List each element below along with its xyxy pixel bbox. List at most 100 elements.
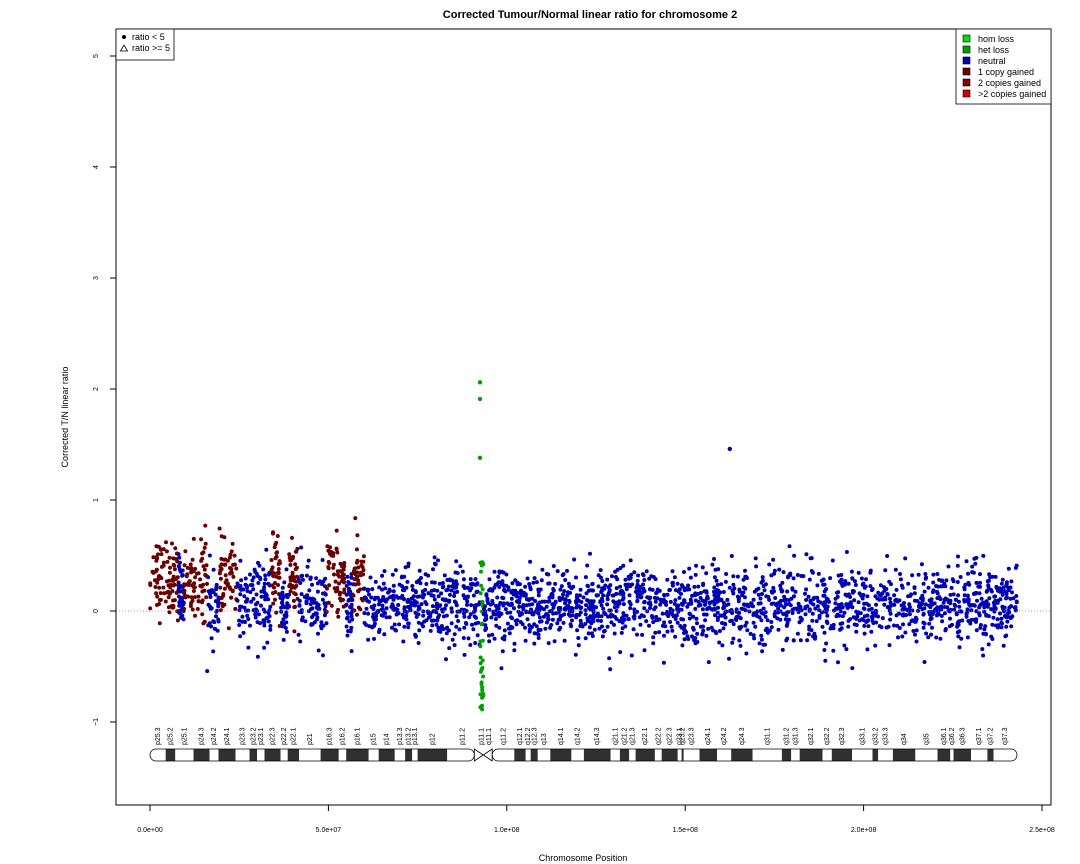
data-point <box>499 569 504 574</box>
data-point <box>349 614 354 619</box>
data-point <box>982 604 987 609</box>
data-point <box>310 596 315 601</box>
y-axis-label: Corrected T/N linear ratio <box>60 367 70 468</box>
data-point <box>268 627 273 632</box>
data-point <box>680 601 685 606</box>
data-point <box>534 580 539 585</box>
data-point <box>288 575 293 580</box>
data-point <box>711 628 715 633</box>
data-point <box>728 619 733 624</box>
data-point <box>880 616 885 621</box>
data-point <box>807 577 812 582</box>
data-point <box>356 565 361 570</box>
y-tick-label: 1 <box>93 498 100 502</box>
data-point <box>874 602 879 607</box>
data-point <box>672 575 677 580</box>
data-point <box>410 584 415 588</box>
data-point <box>591 588 595 593</box>
data-point <box>483 604 487 609</box>
data-point <box>362 611 367 616</box>
data-point <box>842 610 847 615</box>
data-point <box>321 579 326 584</box>
data-point <box>538 619 542 624</box>
band-label: q37.1 <box>976 727 983 745</box>
data-point <box>864 577 868 582</box>
data-point <box>973 591 978 596</box>
data-point <box>921 612 926 617</box>
band-label: p15 <box>371 733 378 745</box>
data-point <box>583 608 588 613</box>
data-point <box>965 635 970 640</box>
data-point <box>815 604 820 609</box>
data-point <box>222 562 227 567</box>
data-point <box>990 622 995 627</box>
data-point <box>673 634 678 639</box>
data-point <box>606 585 611 590</box>
data-point <box>974 628 979 633</box>
band-q31-1 <box>752 749 782 761</box>
data-point <box>292 605 297 610</box>
data-point <box>399 595 403 600</box>
data-point <box>205 669 210 674</box>
data-point <box>200 612 205 617</box>
data-point <box>896 611 901 616</box>
data-point <box>352 608 357 613</box>
data-point <box>737 638 742 643</box>
data-point <box>532 576 537 581</box>
data-point <box>219 562 224 567</box>
data-point <box>635 594 640 599</box>
data-point <box>327 583 332 588</box>
data-point <box>267 614 272 619</box>
data-point <box>791 638 796 643</box>
data-point <box>623 577 628 582</box>
data-point <box>759 618 764 623</box>
band-label: q11.2 <box>500 728 507 745</box>
data-point <box>202 588 207 593</box>
data-point <box>314 605 319 609</box>
data-point <box>225 583 230 588</box>
data-point <box>406 621 411 626</box>
data-point <box>182 592 187 597</box>
data-point <box>620 620 625 625</box>
data-point <box>773 596 778 600</box>
data-point <box>284 567 289 572</box>
data-point <box>203 541 208 546</box>
data-point <box>854 629 859 634</box>
data-point <box>655 590 660 594</box>
data-point <box>907 622 912 627</box>
data-point <box>760 649 765 654</box>
data-point <box>694 563 699 568</box>
data-point <box>962 599 967 604</box>
data-point <box>387 587 392 592</box>
data-point <box>664 611 669 616</box>
data-point <box>651 641 656 646</box>
data-point <box>530 602 535 607</box>
data-point <box>919 562 924 567</box>
data-point <box>306 558 311 563</box>
data-point <box>824 641 829 646</box>
data-point <box>886 604 891 609</box>
data-point <box>553 599 558 604</box>
band-q37-2 <box>987 749 994 761</box>
data-point <box>540 567 545 572</box>
data-point <box>585 583 590 588</box>
data-point <box>985 604 990 609</box>
band-label: q22.3 <box>667 727 674 745</box>
data-point <box>848 595 853 599</box>
data-point <box>478 560 483 565</box>
data-point <box>913 619 918 624</box>
data-point <box>613 569 618 574</box>
data-point <box>869 606 874 611</box>
data-point <box>590 582 595 587</box>
data-point <box>228 552 233 557</box>
data-point <box>725 597 730 602</box>
data-point <box>614 591 619 596</box>
data-point <box>523 592 528 597</box>
data-point <box>288 562 293 567</box>
data-point <box>546 599 551 604</box>
data-point <box>528 559 533 564</box>
data-point <box>731 622 736 627</box>
data-point <box>312 600 317 605</box>
data-point <box>715 582 720 587</box>
